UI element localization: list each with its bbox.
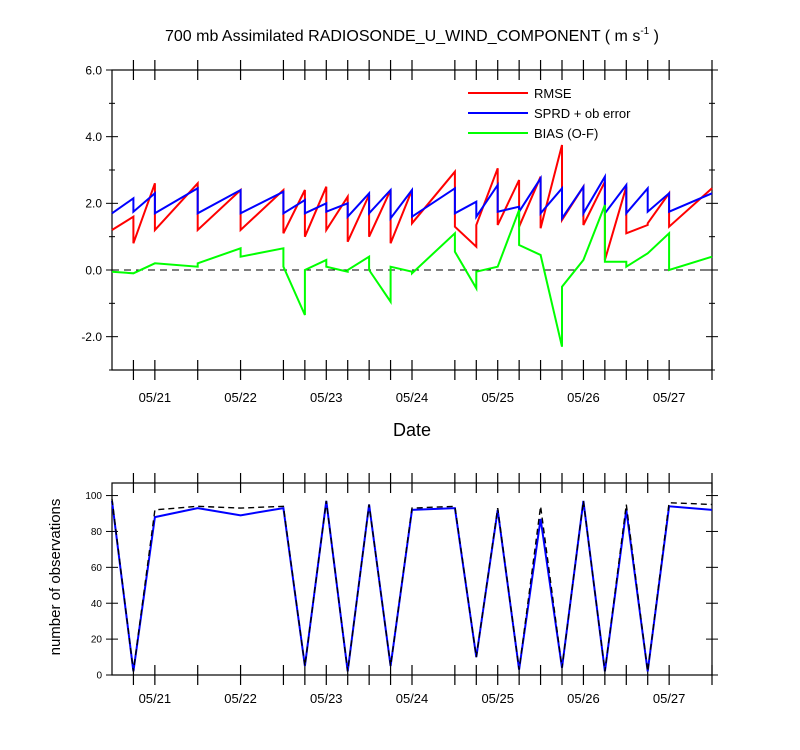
x-tick-label: 05/21 [139, 390, 172, 405]
legend-label: RMSE [534, 86, 572, 101]
x-tick-label: 05/26 [567, 691, 600, 706]
x-tick-label: 05/22 [224, 390, 257, 405]
y-tick-label: 6.0 [85, 63, 102, 77]
x-tick-label: 05/25 [481, 691, 514, 706]
y-tick-label: 2.0 [85, 197, 102, 211]
legend-label: BIAS (O-F) [534, 126, 598, 141]
x-tick-label: 05/25 [481, 390, 514, 405]
y-tick-label: 4.0 [85, 130, 102, 144]
x-axis-label: Date [393, 420, 431, 440]
x-tick-label: 05/24 [396, 691, 429, 706]
x-tick-label: 05/27 [653, 691, 686, 706]
y-tick-label: 0.0 [85, 263, 102, 277]
series-line-sprd-ob-error [111, 173, 713, 222]
y-tick-label: -2.0 [81, 330, 102, 344]
x-tick-label: 05/27 [653, 390, 686, 405]
x-tick-label: 05/26 [567, 390, 600, 405]
y-tick-label: 60 [91, 563, 103, 574]
y-tick-label: 0 [96, 671, 102, 682]
x-tick-label: 05/24 [396, 390, 429, 405]
legend-label: SPRD + ob error [534, 106, 631, 121]
y-tick-label: 40 [91, 599, 103, 610]
y-axis-label-observations: number of observations [47, 499, 64, 656]
x-tick-label: 05/22 [224, 691, 257, 706]
x-tick-label: 05/21 [139, 691, 172, 706]
series-line-bias-o-f- [111, 204, 713, 347]
y-tick-label: 20 [91, 635, 103, 646]
series-line-observations-possible [111, 499, 713, 672]
x-tick-label: 05/23 [310, 691, 343, 706]
y-tick-label: 100 [85, 491, 102, 502]
x-tick-label: 05/23 [310, 390, 343, 405]
series-line-observations-used [111, 500, 713, 672]
y-tick-label: 80 [91, 527, 103, 538]
chart-title: 700 mb Assimilated RADIOSONDE_U_WIND_COM… [165, 26, 659, 45]
